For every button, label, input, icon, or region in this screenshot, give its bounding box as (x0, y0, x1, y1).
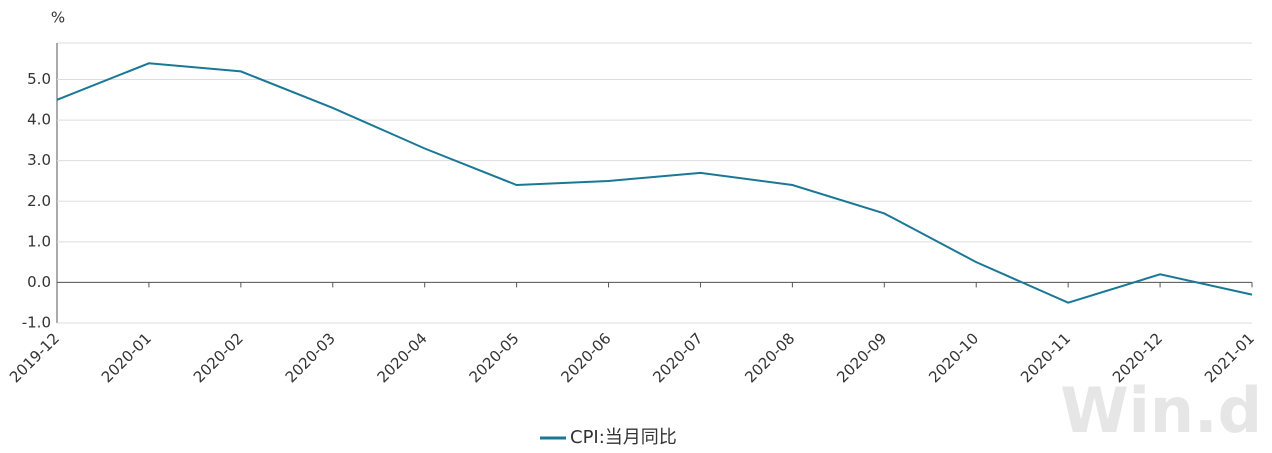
y-unit: % (51, 9, 65, 27)
y-tick-label: 4.0 (27, 111, 51, 129)
y-tick-label: 3.0 (27, 151, 51, 169)
x-tick-label: 2020-04 (374, 329, 431, 386)
x-tick-label: 2019-12 (6, 329, 63, 386)
watermark: Win.d (1060, 374, 1262, 447)
y-tick-label: 1.0 (27, 232, 51, 250)
x-tick-label: 2020-01 (98, 329, 155, 386)
y-tick-label: 0.0 (27, 273, 51, 291)
legend-label: CPI:当月同比 (570, 427, 677, 448)
x-tick-label: 2020-03 (282, 329, 339, 386)
line (56, 62, 1253, 304)
x-tick-label: 2020-06 (557, 329, 614, 386)
y-tick-label: 5.0 (27, 70, 51, 88)
x-tick-label: 2020-08 (741, 329, 798, 386)
x-tick-label: 2020-02 (190, 329, 247, 386)
x-tick-label: 2020-10 (925, 329, 982, 386)
x-tick-label: 2020-09 (833, 329, 890, 386)
x-tick-label: 2020-05 (466, 329, 523, 386)
y-tick-label: 2.0 (27, 192, 51, 210)
x-tick-label: 2020-07 (649, 329, 706, 386)
y-tick-label: -1.0 (22, 314, 51, 332)
